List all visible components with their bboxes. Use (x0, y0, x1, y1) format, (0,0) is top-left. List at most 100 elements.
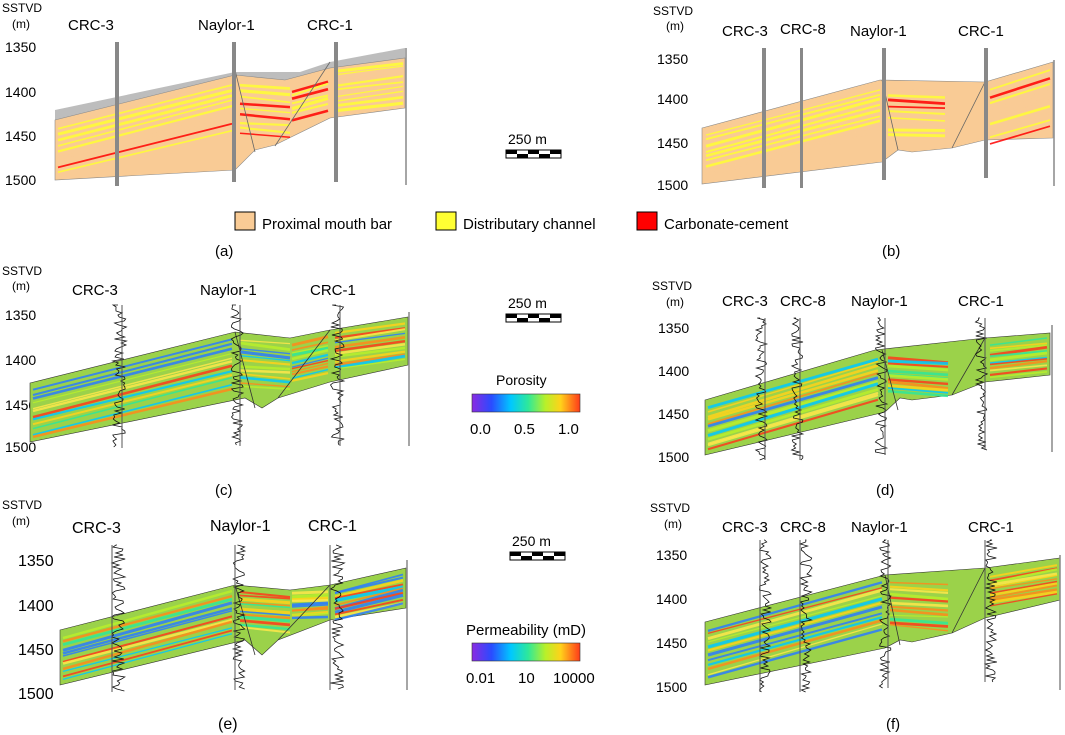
stratum-band (705, 103, 881, 154)
well-log-curve (798, 539, 813, 693)
stratum-band (334, 350, 406, 363)
well-label-crc-3: CRC-3 (722, 293, 768, 310)
panel-d: SSTVD (m) 1350 1400 1450 1500 CRC-3 CRC-… (652, 279, 1053, 499)
depth-axis-title: SSTVD (2, 498, 42, 512)
well-log-curve (790, 317, 805, 461)
stratum-band (32, 360, 233, 413)
stratum-band (989, 337, 1048, 346)
depth-tick-label: 1450 (5, 397, 36, 413)
stratum-band (889, 614, 949, 618)
stratum-band (337, 95, 404, 107)
depth-tick-label: 1500 (5, 439, 36, 455)
stratum-band (62, 601, 233, 652)
depth-tick-label: 1350 (657, 51, 688, 67)
stratum-band (291, 357, 329, 368)
stratum-band (239, 95, 291, 104)
well-log-curve (329, 304, 346, 446)
stratum-band (239, 358, 291, 366)
depth-tick-label: 1450 (657, 135, 688, 151)
stratum-band (239, 107, 291, 114)
legend-swatch-proximal-mouth-bar (234, 211, 256, 231)
depth-axis-unit: (m) (666, 295, 684, 309)
stratum-band (707, 372, 879, 425)
stratum-band (887, 378, 949, 386)
stratum-band (707, 612, 883, 662)
stratum-band (334, 598, 404, 616)
stratum-band (989, 364, 1048, 372)
stratum-band (989, 77, 1051, 99)
legend-label: Proximal mouth bar (262, 216, 392, 233)
legend-swatch-distributary-channel (435, 211, 457, 231)
stratum-band (337, 81, 404, 91)
stratum-band (887, 117, 946, 122)
panel-b: SSTVD (m) 1350 1400 1450 1500 CRC-3 CRC-… (653, 4, 1055, 260)
depth-axis-title: SSTVD (652, 279, 692, 293)
depth-tick-label: 1400 (656, 591, 687, 607)
stratum-band (334, 342, 406, 355)
stratum-band (291, 87, 329, 101)
stratum-band (989, 590, 1058, 604)
stratum-band (334, 583, 404, 599)
facies-legend: Proximal mouth bar Distributary channel … (234, 211, 789, 233)
depth-axis-unit: (m) (666, 19, 684, 33)
stratum-band (889, 588, 949, 594)
panel-letter: (d) (876, 482, 894, 499)
well-label-crc-1: CRC-1 (310, 282, 356, 299)
stratum-band (889, 601, 949, 608)
stratum-band (62, 620, 233, 671)
stratum-band (989, 344, 1048, 352)
stratum-band (707, 357, 879, 409)
panel-c: SSTVD (m) 1350 1400 1450 1500 CRC-3 Nayl… (2, 264, 410, 499)
well-label-crc-1: CRC-1 (307, 17, 353, 34)
fault-line (277, 584, 331, 641)
depth-axis-title: SSTVD (2, 1, 42, 15)
stratum-band (705, 119, 881, 168)
fault-line (951, 567, 986, 634)
stratum-band (705, 89, 881, 136)
stratum-band (989, 564, 1058, 578)
stratum-band (239, 339, 291, 345)
stratum-band (887, 123, 946, 127)
stratum-band (889, 585, 949, 592)
stratum-band (57, 109, 233, 158)
stratum-band (239, 607, 291, 615)
stratum-band (57, 122, 233, 169)
stratum-band (887, 88, 946, 93)
stratum-band (32, 347, 233, 400)
stratum-band (334, 328, 406, 342)
stratum-band (707, 595, 883, 643)
stratum-band (239, 594, 291, 600)
well-track (800, 48, 803, 188)
stratum-band (989, 82, 1051, 105)
stratum-band (239, 83, 291, 90)
stratum-band (707, 616, 883, 666)
stratum-band (705, 115, 881, 162)
stratum-band (239, 601, 291, 607)
stratum-band (707, 398, 879, 451)
stratum-band (291, 368, 329, 379)
stratum-band (705, 130, 881, 177)
stratum-band (239, 113, 291, 121)
scale-bar-middle: 250 m (505, 295, 562, 323)
fault-line (234, 584, 256, 656)
stratum-band (707, 376, 879, 428)
stratum-band (989, 567, 1058, 582)
well-track (334, 42, 338, 182)
panel-letter: (b) (882, 243, 900, 260)
stratum-band (989, 89, 1051, 113)
stratum-band (334, 585, 404, 603)
proximal-mouth-bar-body (701, 61, 1054, 185)
stratum-band (337, 75, 404, 87)
stratum-band (291, 599, 329, 603)
porosity-strata (32, 322, 406, 439)
well-label-crc-1: CRC-1 (308, 518, 357, 535)
stratum-band (707, 619, 883, 671)
stratum-band (239, 623, 291, 631)
stratum-band (62, 615, 233, 663)
stratum-band (334, 579, 404, 598)
stratum-band (707, 628, 883, 679)
permeability-strata (707, 564, 1058, 679)
stratum-band (887, 94, 946, 99)
stratum-band (989, 350, 1048, 358)
depth-tick-label: 1450 (5, 128, 36, 144)
